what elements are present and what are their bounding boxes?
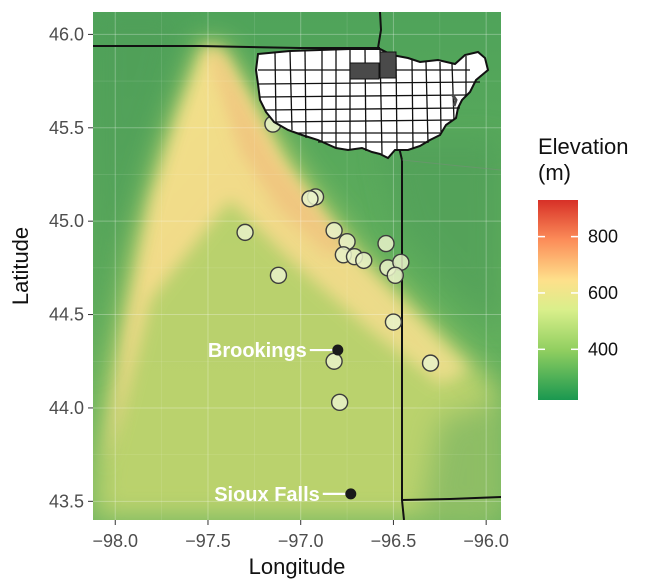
legend-tick-label: 400	[588, 339, 618, 359]
site-point	[269, 266, 288, 285]
sites-layer	[236, 115, 440, 412]
x-tick-label: −98.0	[92, 531, 138, 551]
city-point	[332, 344, 344, 356]
terrain-lowland-west	[93, 12, 185, 380]
usa-outline	[254, 48, 490, 160]
cities-layer: Brookings Sioux Falls	[208, 340, 357, 506]
legend-title-line: Elevation	[538, 134, 629, 159]
x-axis-title: Longitude	[249, 554, 346, 579]
site-point	[236, 223, 254, 242]
y-tick-label: 43.5	[49, 491, 84, 511]
ia-border	[401, 496, 501, 501]
terrain-lowland-east	[380, 140, 501, 330]
y-tick-label: 44.5	[49, 305, 84, 325]
y-tick-label: 46.0	[49, 24, 84, 44]
y-axis: 43.5 44.0 44.5 45.0 45.5 46.0	[49, 24, 93, 511]
site-point	[386, 266, 404, 285]
legend-title: Elevation (m)	[538, 134, 629, 185]
site-point	[301, 190, 319, 208]
usa-inset-map	[254, 48, 490, 160]
site-point	[377, 234, 395, 253]
x-tick-label: −96.0	[463, 531, 509, 551]
x-tick-label: −97.0	[278, 531, 324, 551]
minnesota-highlight	[379, 51, 397, 79]
east-coast-mark	[450, 93, 458, 107]
site-point	[330, 393, 349, 412]
legend-title-line: (m)	[538, 160, 571, 185]
site-point	[384, 313, 403, 331]
legend-tick-label: 800	[588, 227, 618, 247]
city-label: Brookings	[208, 340, 307, 362]
x-tick-label: −97.5	[185, 531, 231, 551]
site-point	[325, 352, 343, 370]
legend-colorbar	[538, 200, 578, 400]
site-point	[421, 354, 440, 372]
y-axis-title: Latitude	[8, 227, 33, 305]
mn-sd-diag	[401, 159, 501, 171]
terrain-ridge	[105, 45, 470, 470]
y-tick-label: 45.5	[49, 118, 84, 138]
site-point	[325, 221, 343, 240]
usa-state-lines	[257, 48, 481, 155]
legend-tick-label: 600	[588, 283, 618, 303]
y-tick-label: 45.0	[49, 211, 84, 231]
y-tick-label: 44.0	[49, 398, 84, 418]
x-tick-label: −96.5	[371, 531, 417, 551]
legend-ticks: 400 600 800	[538, 227, 618, 359]
site-point	[355, 251, 373, 270]
x-axis: −98.0 −97.5 −97.0 −96.5 −96.0	[92, 520, 509, 551]
elevation-legend: Elevation (m) 400 600 800	[538, 134, 629, 400]
south-dakota-highlight	[349, 62, 380, 80]
terrain-lowland-southeast	[420, 400, 501, 520]
city-point	[345, 488, 357, 500]
city-label: Sioux Falls	[214, 484, 320, 506]
nd-sd-border	[93, 45, 380, 49]
